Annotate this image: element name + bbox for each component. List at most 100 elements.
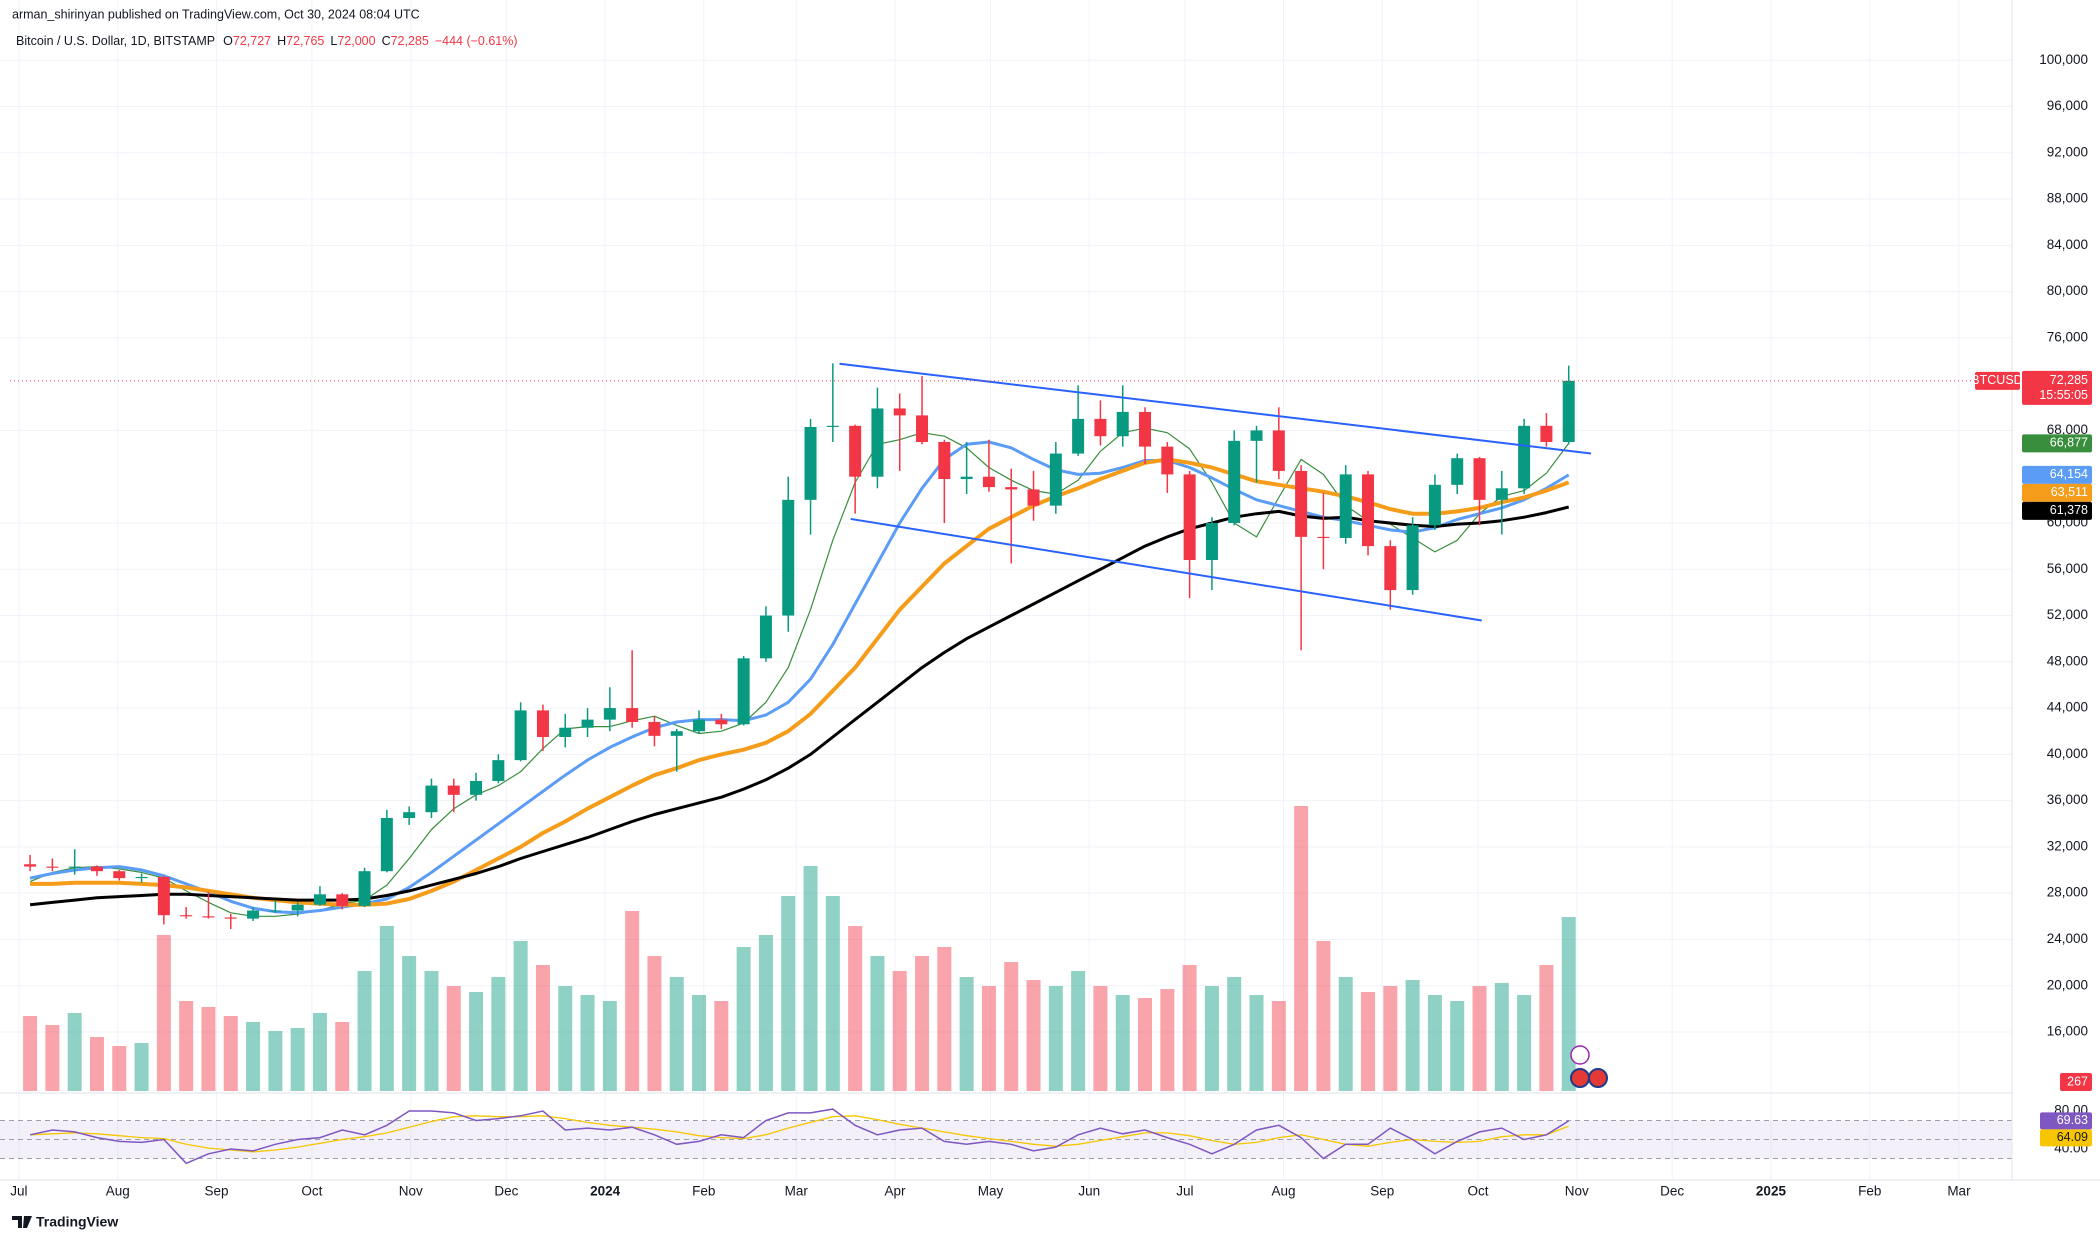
candle-body (1072, 418, 1085, 454)
volume-bar (959, 977, 974, 1091)
candle-body (380, 817, 393, 872)
volume-bar (1539, 965, 1554, 1091)
symbol: Bitcoin / U.S. Dollar, 1D, BITSTAMP (16, 34, 215, 48)
candle-body (648, 721, 661, 736)
plot-area (0, 362, 2012, 1165)
rsi-last-label: 69.63 (2057, 1113, 2088, 1127)
candle-body (916, 415, 929, 442)
x-tick-label: Mar (1947, 1184, 1971, 1199)
candle-body (804, 426, 817, 500)
volume-bar (669, 977, 684, 1091)
candle-body (358, 871, 371, 906)
y-tick-label: 44,000 (2047, 700, 2088, 715)
candle-body (1049, 453, 1062, 506)
grid (0, 0, 2012, 1180)
candle-body (1139, 411, 1152, 447)
rsi-tag (2040, 1112, 2092, 1130)
candle-body (1495, 488, 1508, 500)
x-tick-label: Nov (1565, 1184, 1589, 1199)
candle-body (536, 710, 549, 737)
volume-bar (1249, 995, 1264, 1091)
rsi-ma-tag (2040, 1129, 2092, 1147)
volume-bar (1115, 995, 1130, 1091)
rsi-line (30, 1115, 1569, 1153)
candle-body (113, 871, 126, 879)
candle-body (1027, 489, 1040, 506)
candle-body (447, 785, 460, 795)
candle-body (581, 719, 594, 728)
candle-body (826, 425, 839, 427)
candle-body (603, 708, 616, 720)
x-tick-label: Oct (1467, 1184, 1488, 1199)
volume-bar (491, 977, 506, 1091)
volume-bar (1026, 980, 1041, 1091)
x-tick-label: Sep (1370, 1184, 1394, 1199)
ohlc-value: 72,727 (233, 34, 271, 48)
x-tick-label: Sep (204, 1184, 228, 1199)
ma-last-label: 66,877 (2050, 436, 2088, 450)
ma-last-label: 61,378 (2050, 503, 2088, 517)
y-tick-label: 32,000 (2047, 838, 2088, 853)
last-price-label: 72,285 (2050, 373, 2088, 387)
candle-body (1116, 411, 1129, 437)
brand: TradingView (12, 1214, 118, 1230)
volume-bar (647, 956, 662, 1091)
volume-bar (1561, 917, 1576, 1091)
candle-body (157, 876, 170, 916)
volume-bar (134, 1043, 149, 1091)
y-tick-label: 92,000 (2047, 144, 2088, 159)
candle-body (269, 910, 282, 912)
y-tick-label: 88,000 (2047, 191, 2088, 206)
candle-body (1339, 474, 1352, 539)
y-tick-label: 76,000 (2047, 329, 2088, 344)
y-tick-label: 80,000 (2047, 283, 2088, 298)
volume-bar (1361, 992, 1376, 1091)
candle-body (202, 916, 215, 918)
candle-body (1428, 484, 1441, 526)
volume-tag (2060, 1073, 2092, 1091)
volume-bar (179, 1001, 194, 1091)
volume-bar (446, 986, 461, 1091)
candle-body (782, 499, 795, 616)
candle-body (68, 866, 81, 868)
x-tick-label: Feb (1858, 1184, 1881, 1199)
candle-body (938, 442, 951, 480)
volume-bar (379, 926, 394, 1091)
candle-body (960, 476, 973, 480)
y-tick-label: 48,000 (2047, 653, 2088, 668)
volume-bar (513, 941, 528, 1091)
volume-bar (848, 926, 863, 1091)
volume-bar (580, 995, 595, 1091)
volume-bar (558, 986, 573, 1091)
trendline (839, 362, 1592, 455)
moving-average (29, 427, 1570, 917)
volume-bar (892, 971, 907, 1091)
candle-body (313, 894, 326, 905)
volume-bar (357, 971, 372, 1091)
volume-bar (1182, 965, 1197, 1091)
volume-bar (714, 1001, 729, 1091)
volume-bar (290, 1028, 305, 1091)
x-tick-label: Dec (494, 1184, 518, 1199)
candle-body (1272, 430, 1285, 471)
x-tick-label: Jul (1176, 1184, 1193, 1199)
candle-body (1451, 458, 1464, 485)
volume-bar (1227, 977, 1242, 1091)
ohlc-key: C (382, 34, 391, 48)
volume-bar (692, 995, 707, 1091)
volume-bar (335, 1022, 350, 1091)
candle-body (425, 785, 438, 813)
volume-bar (1048, 986, 1063, 1091)
candle-body (982, 476, 995, 488)
symbol-tag (1975, 371, 2020, 390)
y-tick-label: 24,000 (2047, 931, 2088, 946)
volume-bar (1383, 986, 1398, 1091)
moving-average (29, 440, 1570, 915)
volume-bar (1271, 1001, 1286, 1091)
candle-body (1384, 546, 1397, 591)
volume-bar (268, 1031, 283, 1091)
symbol-line: Bitcoin / U.S. Dollar, 1D, BITSTAMP O72,7… (16, 34, 518, 48)
ohlc-key: L (330, 34, 337, 48)
volume-bar (781, 896, 796, 1091)
candle-body (626, 708, 639, 722)
